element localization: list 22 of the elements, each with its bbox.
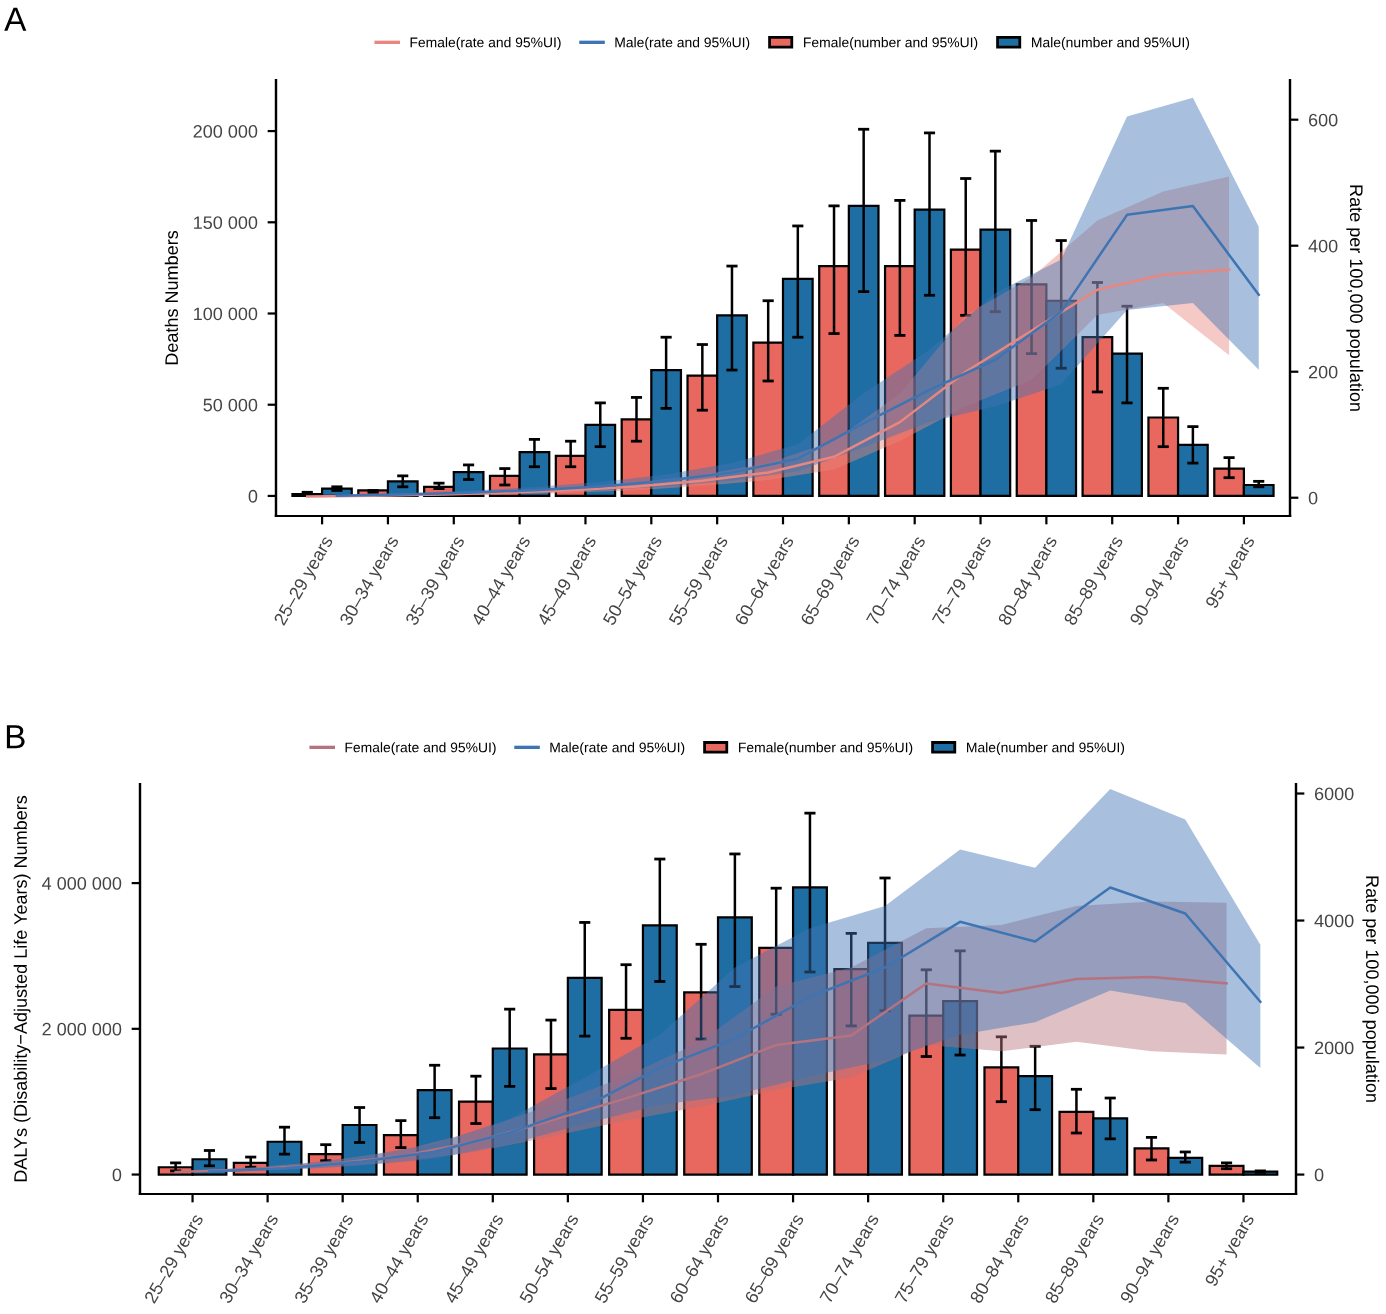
- y-tick-label: 2 000 000: [42, 1022, 122, 1036]
- y2-tick-label: 4000: [1314, 914, 1354, 928]
- y-tick-label: 100 000: [194, 307, 258, 321]
- y2-tick-label: 200: [1308, 365, 1338, 379]
- y2-tick-label: 600: [1308, 113, 1338, 127]
- chart-title: B: [6, 725, 25, 749]
- y2-axis-title: Rate per 100,000 population: [1346, 185, 1364, 411]
- y-tick-label: 0: [248, 489, 258, 503]
- chart-title: A: [4, 7, 27, 31]
- y-axis-title: Deaths Numbers: [164, 230, 179, 365]
- y2-tick-label: 6000: [1314, 787, 1354, 801]
- y-tick-label: 200 000: [193, 125, 258, 138]
- y-tick-label: 4 000 000: [42, 877, 122, 890]
- y-tick-label: 150 000: [194, 216, 258, 230]
- y2-tick-label: 0: [1314, 1168, 1324, 1182]
- y2-axis-title: Rate per 100,000 population: [1362, 876, 1380, 1102]
- y-tick-label: 0: [112, 1168, 122, 1182]
- y2-tick-label: 2000: [1314, 1041, 1354, 1055]
- y2-tick-label: 0: [1308, 491, 1318, 505]
- y-tick-label: 50 000: [203, 398, 258, 412]
- y-axis-title: DALYs (Disability−Adjusted Life Years) Numbers: [13, 795, 31, 1182]
- y2-tick-label: 400: [1308, 239, 1338, 253]
